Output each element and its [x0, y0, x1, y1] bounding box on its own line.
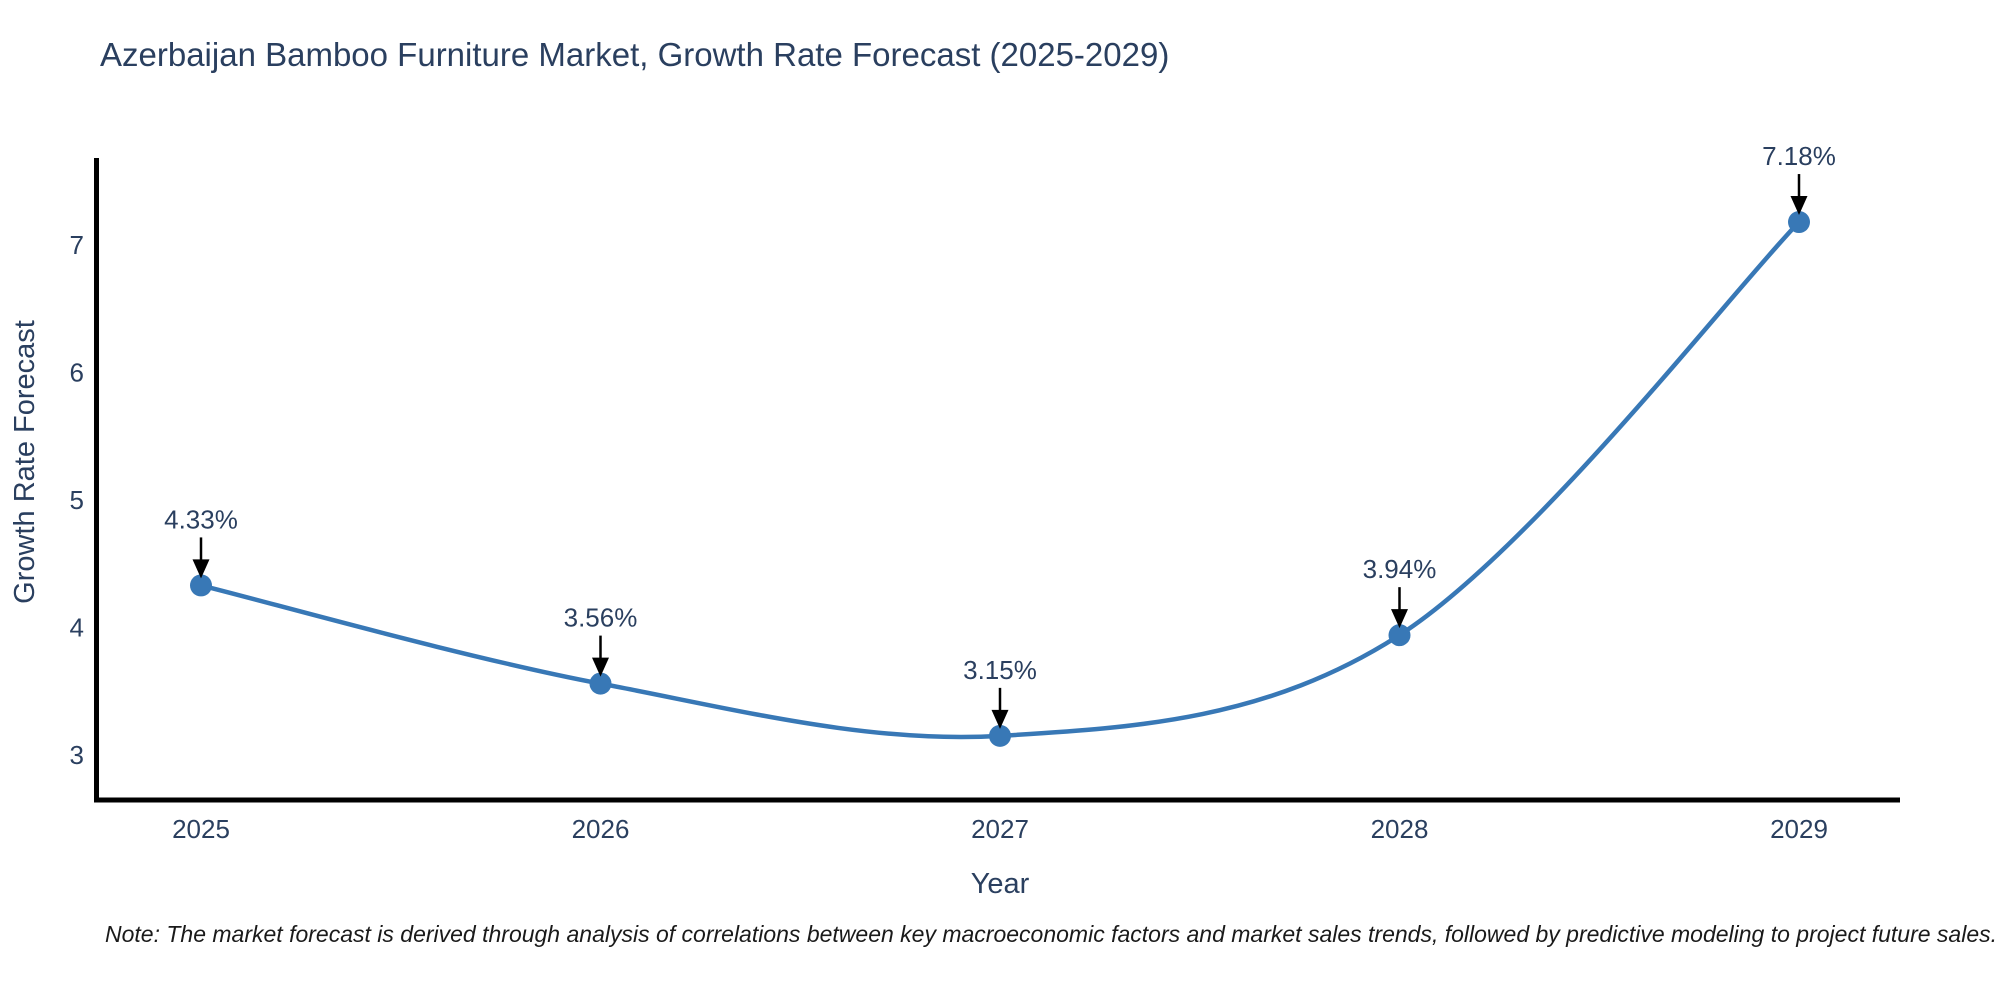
- data-series-layer: [190, 211, 1810, 747]
- forecast-line: [198, 219, 1802, 740]
- y-tick-label-4: 4: [70, 613, 84, 643]
- annotation-arrowhead-2027: [991, 709, 1009, 729]
- axes-layer: 3 4 5 6 7 2025 2026 2027 2028 2029: [70, 158, 1900, 844]
- x-tick-label-2028: 2028: [1371, 814, 1429, 844]
- annotation-arrowhead-2026: [592, 657, 609, 677]
- x-tick-label-2027: 2027: [971, 814, 1029, 844]
- x-axis-title: Year: [971, 868, 1030, 900]
- annotation-label-2026: 3.56%: [564, 603, 638, 633]
- annotation-label-2028: 3.94%: [1363, 554, 1437, 584]
- annotation-label-2027: 3.15%: [963, 655, 1037, 685]
- annotation-label-2029: 7.18%: [1762, 141, 1836, 171]
- x-tick-label-2025: 2025: [172, 814, 230, 844]
- data-point-2029: [1788, 211, 1810, 234]
- annotation-arrowhead-2028: [1391, 609, 1408, 629]
- y-axis-title: Growth Rate Forecast: [9, 320, 41, 604]
- data-point-2026: [589, 672, 612, 695]
- annotation-arrowhead-2025: [192, 559, 210, 579]
- annotation-label-2025: 4.33%: [164, 504, 238, 534]
- x-tick-label-2029: 2029: [1770, 814, 1828, 844]
- chart-title: Azerbaijan Bamboo Furniture Market, Grow…: [100, 36, 1170, 73]
- annotation-arrowhead-2029: [1790, 196, 1808, 216]
- data-point-2028: [1388, 624, 1411, 647]
- y-tick-label-5: 5: [70, 485, 84, 515]
- data-point-2027: [989, 724, 1011, 747]
- annotation-layer: 4.33% 3.56% 3.15% 3.94% 7.18%: [164, 141, 1836, 729]
- x-tick-label-2026: 2026: [572, 814, 630, 844]
- y-tick-label-7: 7: [70, 230, 84, 260]
- y-tick-label-3: 3: [70, 740, 84, 770]
- y-tick-label-6: 6: [70, 358, 84, 388]
- data-point-2025: [190, 574, 212, 597]
- footnote: Note: The market forecast is derived thr…: [105, 921, 1998, 947]
